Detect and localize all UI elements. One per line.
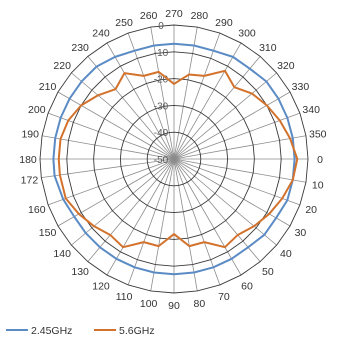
angle-tick-label: 330 (292, 81, 310, 93)
angle-tick-label: 270 (165, 8, 183, 20)
legend-label: 5.6GHz (119, 325, 155, 337)
angle-tick-label: 230 (71, 42, 89, 54)
angle-tick-label: 180 (19, 154, 37, 166)
angle-tick-label: 300 (238, 28, 256, 40)
angle-tick-label: 280 (191, 10, 209, 22)
spoke-line (173, 26, 198, 160)
spoke-line (150, 158, 175, 292)
spoke-line (173, 56, 261, 160)
angle-tick-label: 250 (115, 17, 133, 29)
grid-ring (93, 78, 255, 240)
angle-tick-label: 240 (92, 28, 110, 40)
spoke-line (173, 32, 221, 160)
angle-tick-label: 60 (241, 280, 253, 292)
spoke-line (106, 158, 175, 276)
radial-tick-label: -10 (154, 48, 169, 59)
angle-tick-label: 150 (39, 227, 57, 239)
spoke-line (173, 158, 291, 227)
angle-tick-label: 30 (295, 227, 307, 239)
spoke-line (71, 158, 175, 246)
angle-tick-label: 190 (21, 129, 39, 141)
legend-label: 2.45GHz (31, 325, 72, 337)
spoke-line (173, 158, 277, 246)
angle-tick-label: 160 (28, 204, 46, 216)
angle-tick-label: 100 (140, 298, 158, 310)
angle-tick-label: 40 (280, 248, 292, 260)
spoke-line (173, 158, 301, 206)
spoke-line (41, 158, 175, 179)
angle-tick-label: 290 (215, 17, 233, 29)
spoke-line (71, 72, 175, 160)
spoke-line (87, 158, 175, 262)
angle-tick-label: 260 (140, 10, 158, 22)
spoke-line (47, 158, 175, 206)
angle-tick-label: 210 (39, 81, 57, 93)
radial-tick-label: -50 (154, 155, 169, 166)
angle-tick-label: 110 (116, 291, 133, 303)
radial-tick-label: -20 (154, 75, 169, 86)
angle-tick-label: 140 (53, 248, 71, 260)
series-line (57, 69, 299, 249)
angle-tick-label: 172 (21, 174, 39, 186)
spoke-line (127, 32, 175, 160)
angle-tick-label: 0 (317, 154, 323, 166)
angle-tick-label: 220 (53, 60, 71, 72)
radial-tick-label: -30 (154, 101, 169, 112)
grid-ring (119, 104, 229, 214)
spoke-line (57, 91, 175, 160)
grid-ring (146, 131, 202, 187)
grid-ring (39, 24, 309, 294)
angle-tick-label: 200 (28, 104, 46, 116)
spoke-line (173, 158, 261, 262)
angle-tick-label: 80 (194, 298, 206, 310)
angle-tick-label: 120 (92, 280, 110, 292)
radial-tick-label: 0 (158, 21, 164, 32)
spoke-line (57, 158, 175, 227)
spoke-line (127, 158, 175, 286)
spoke-line (173, 72, 277, 160)
spoke-line (173, 42, 242, 160)
angle-tick-label: 20 (305, 204, 317, 216)
spoke-line (173, 158, 307, 183)
angle-tick-label: 10 (312, 179, 324, 191)
spoke-line (173, 158, 221, 286)
angle-tick-label: 340 (302, 104, 320, 116)
spoke-line (173, 91, 291, 160)
angle-tick-label: 90 (168, 300, 180, 312)
angle-tick-label: 70 (218, 291, 230, 303)
spoke-line (173, 135, 307, 160)
angle-tick-label: 310 (259, 42, 277, 54)
angle-tick-label: 350 (309, 129, 327, 141)
grid-ring (66, 51, 282, 267)
angle-tick-label: 320 (277, 60, 295, 72)
spoke-line (173, 158, 242, 276)
spoke-line (150, 26, 175, 160)
spoke-line (173, 158, 198, 292)
spoke-line (41, 135, 175, 160)
series-line (52, 42, 296, 276)
spoke-line (87, 56, 175, 160)
angle-tick-label: 130 (71, 266, 89, 278)
angle-tick-label: 50 (262, 266, 274, 278)
spoke-line (106, 42, 175, 160)
radial-tick-label: -40 (154, 128, 169, 139)
